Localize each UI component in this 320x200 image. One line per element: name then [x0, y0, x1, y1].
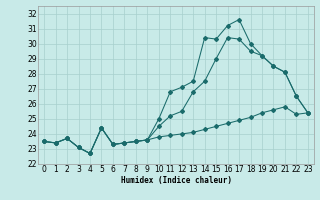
X-axis label: Humidex (Indice chaleur): Humidex (Indice chaleur) — [121, 176, 231, 185]
